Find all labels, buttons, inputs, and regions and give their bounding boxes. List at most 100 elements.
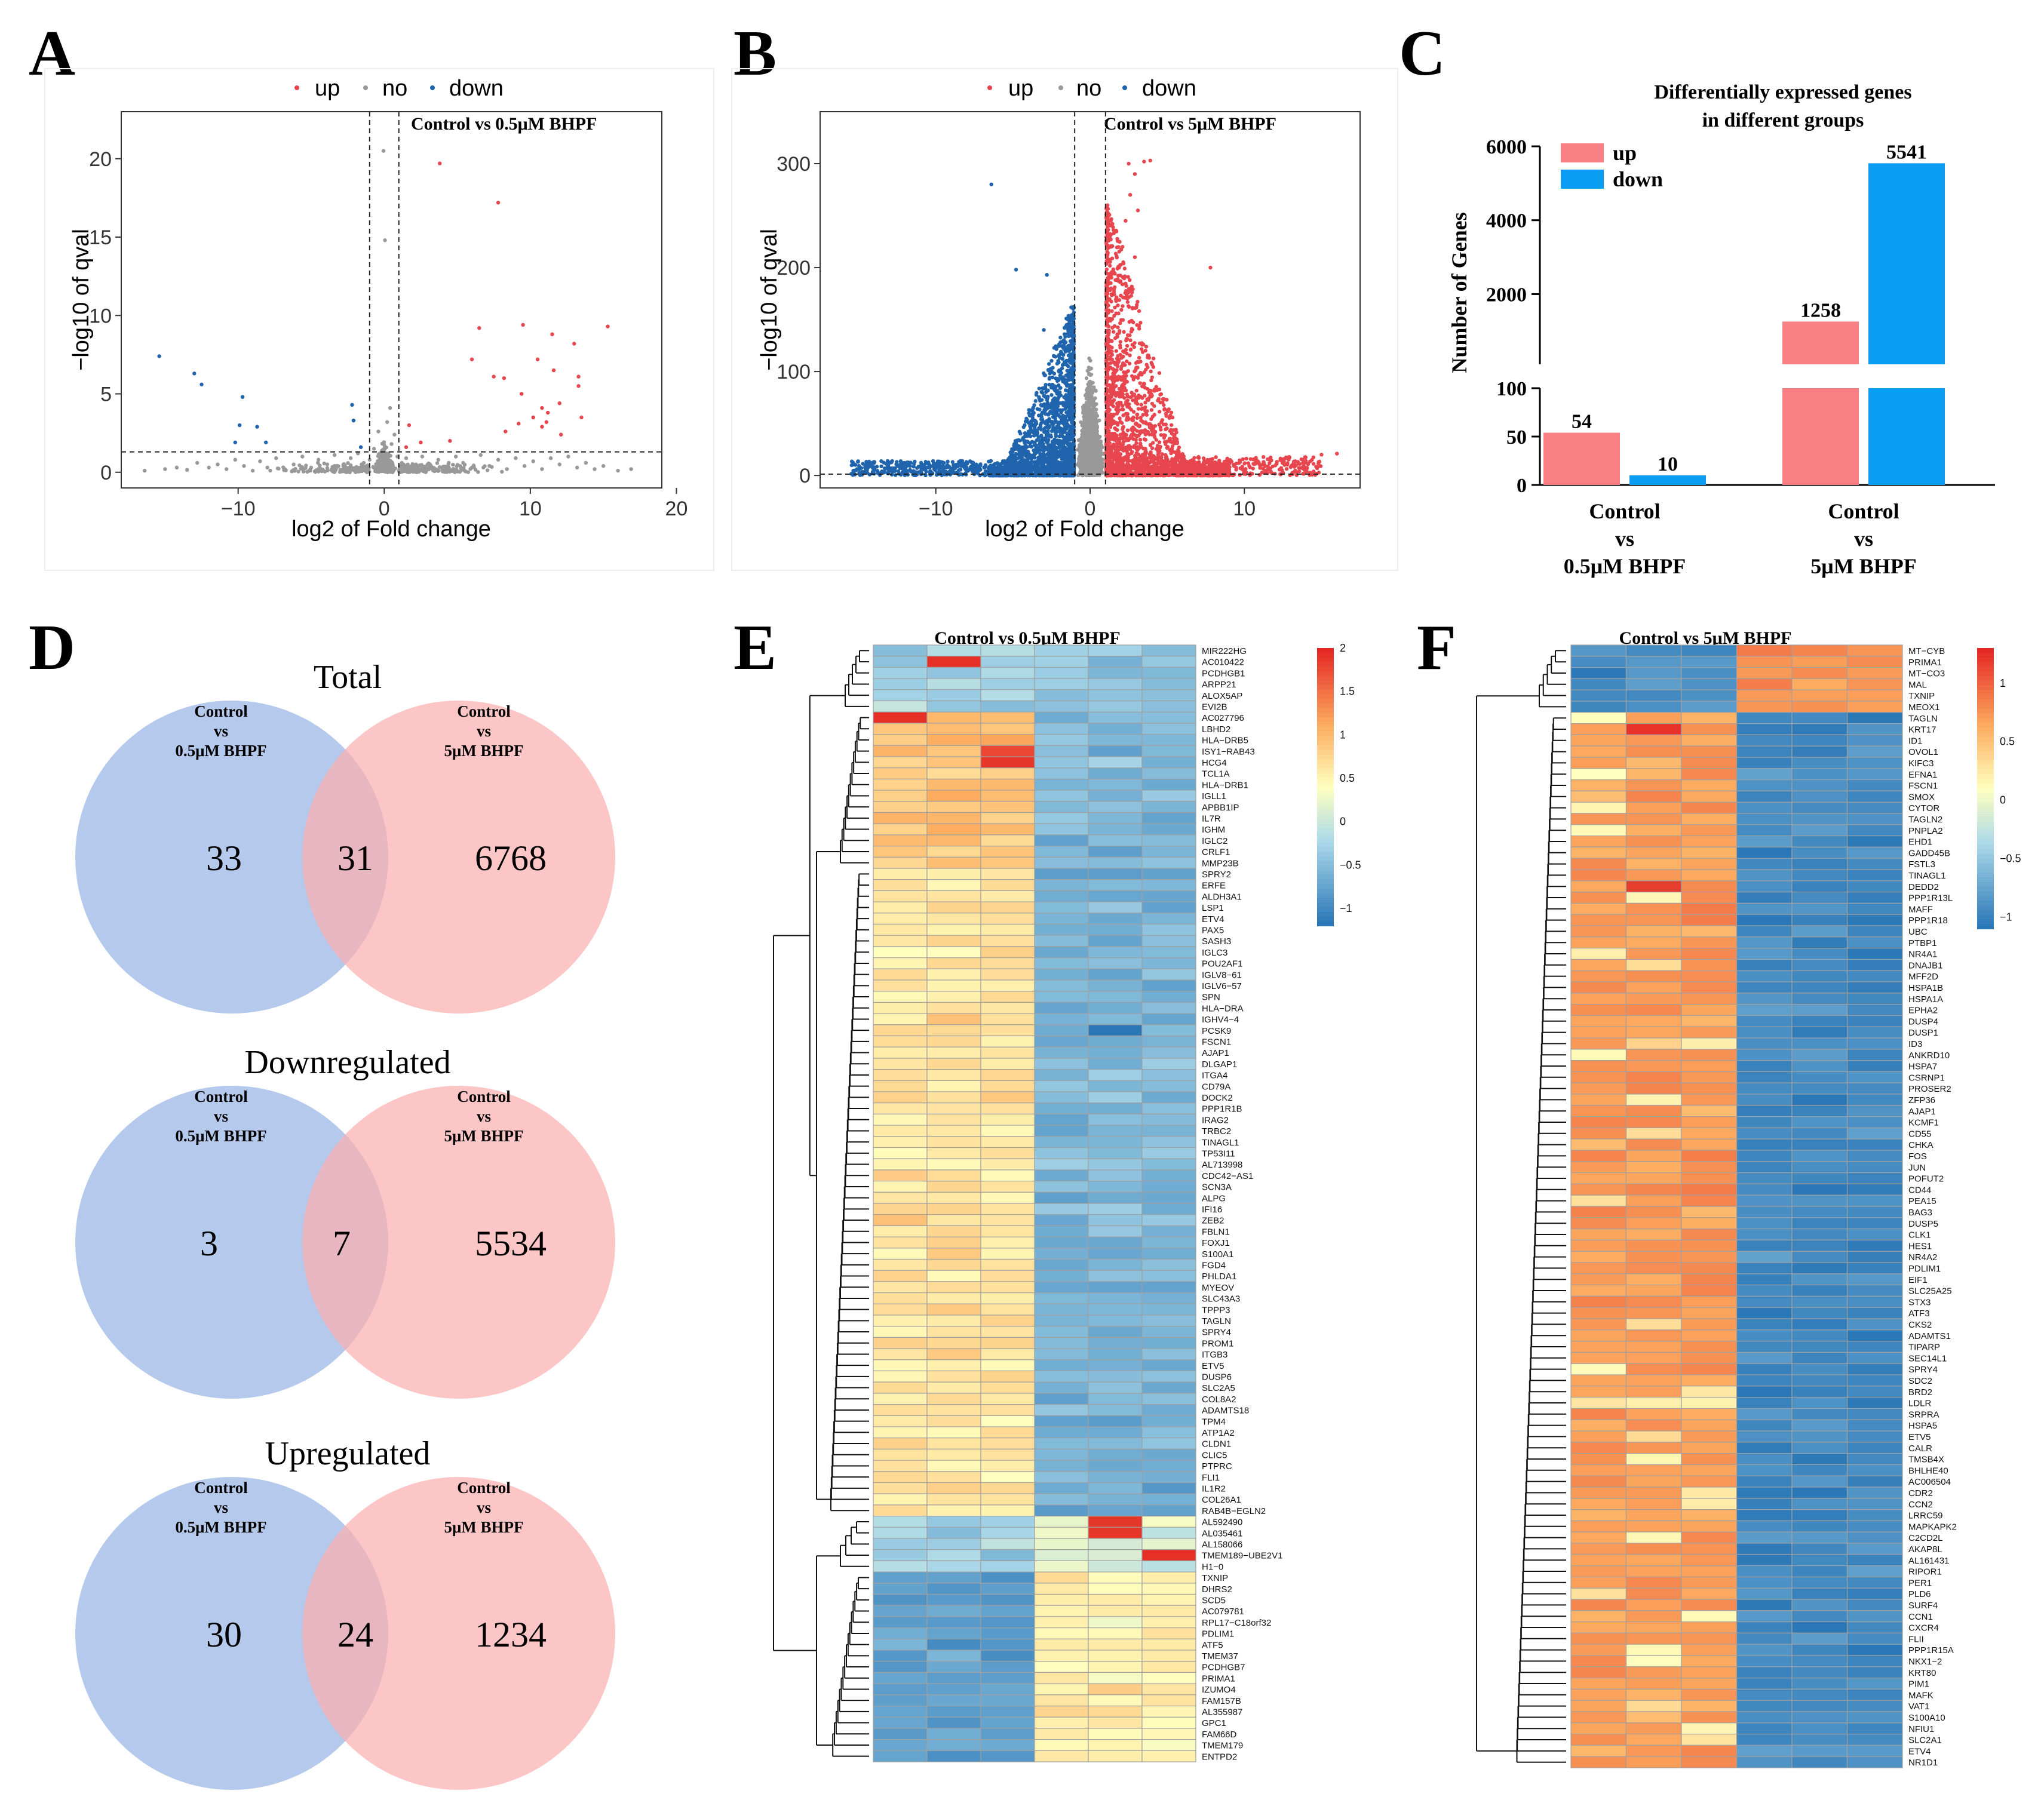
point-down xyxy=(351,418,356,423)
point-no xyxy=(463,469,467,473)
point-up xyxy=(1141,413,1145,417)
point-no xyxy=(575,465,579,470)
point-up xyxy=(1278,458,1282,462)
x-tick-label: 0 xyxy=(379,497,390,520)
point-up xyxy=(1152,413,1156,417)
volcano-plot-a: up no down Control vs 0.5μM BHPF −10 0 10 2… xyxy=(44,68,714,571)
plot-title-a: Control vs 0.5μM BHPF xyxy=(411,114,597,134)
point-up xyxy=(1232,463,1236,468)
point-up xyxy=(1105,367,1110,371)
point-up xyxy=(1159,392,1164,397)
point-up xyxy=(1156,447,1160,451)
point-no xyxy=(1088,401,1093,406)
point-no xyxy=(265,465,269,470)
legend-up-dot xyxy=(294,85,299,90)
volcano-plot-b: up no down Control vs 5μM BHPF −10 0 10 01… xyxy=(731,68,1398,571)
point-up xyxy=(557,401,561,406)
point-up xyxy=(1177,451,1181,456)
point-up xyxy=(579,415,584,420)
point-no xyxy=(455,464,459,469)
point-no xyxy=(1079,469,1084,474)
point-no xyxy=(427,462,432,466)
point-up xyxy=(1204,468,1208,472)
point-up xyxy=(1119,364,1124,368)
point-up xyxy=(1162,463,1167,467)
point-up xyxy=(1124,438,1128,443)
point-no xyxy=(372,447,376,451)
point-up xyxy=(1311,455,1316,459)
point-up xyxy=(1135,402,1140,406)
point-no xyxy=(1093,417,1097,422)
point-up xyxy=(1116,454,1121,459)
point-up xyxy=(1112,443,1116,447)
point-up xyxy=(1107,318,1111,323)
point-up xyxy=(1106,434,1110,438)
point-up xyxy=(1147,355,1152,360)
point-up xyxy=(1134,462,1138,466)
point-no xyxy=(404,456,409,460)
point-up xyxy=(1151,365,1156,369)
y-tick-label: 0 xyxy=(100,462,112,484)
point-up xyxy=(1192,462,1197,466)
point-up xyxy=(1131,437,1135,441)
point-no xyxy=(400,466,404,471)
point-no xyxy=(522,464,527,468)
x-tick-label: 0 xyxy=(1085,497,1096,520)
point-up xyxy=(1148,443,1153,447)
point-up xyxy=(1149,450,1153,454)
point-up xyxy=(1121,465,1125,469)
panel-a-frame xyxy=(44,68,714,571)
point-no xyxy=(382,444,387,449)
point-up xyxy=(1143,405,1147,410)
point-up xyxy=(1115,421,1120,425)
point-no xyxy=(1098,442,1103,447)
point-no xyxy=(400,460,404,465)
point-no xyxy=(1092,433,1096,437)
point-up xyxy=(1275,460,1279,464)
point-up xyxy=(1128,278,1132,282)
point-up xyxy=(1118,416,1122,420)
point-up xyxy=(1110,374,1114,379)
point-up xyxy=(1184,466,1189,471)
point-up xyxy=(407,423,412,428)
legend-b: up no down xyxy=(987,76,1196,101)
point-up xyxy=(477,326,481,330)
plot-area-a xyxy=(121,111,662,489)
point-up xyxy=(1118,274,1122,278)
point-up xyxy=(1136,360,1141,364)
point-up xyxy=(1122,266,1127,271)
point-up xyxy=(1164,411,1168,416)
point-up xyxy=(1157,440,1162,444)
point-no xyxy=(332,453,337,457)
point-up xyxy=(1128,353,1132,358)
point-up xyxy=(1254,459,1259,463)
point-up xyxy=(1287,454,1291,459)
point-up xyxy=(1125,411,1130,416)
point-up xyxy=(1116,303,1120,308)
point-up xyxy=(1164,427,1168,432)
point-no xyxy=(405,469,409,474)
point-up xyxy=(1162,435,1167,440)
point-up xyxy=(1122,370,1126,374)
point-up xyxy=(1125,359,1129,364)
point-no xyxy=(361,460,366,465)
point-up xyxy=(1134,388,1139,393)
point-up xyxy=(1128,338,1133,343)
point-up xyxy=(1107,328,1111,333)
point-no xyxy=(1091,429,1095,434)
point-up xyxy=(1225,457,1229,462)
point-up xyxy=(1174,430,1178,435)
point-no xyxy=(500,469,504,474)
y-tick-label: 200 xyxy=(777,257,811,280)
point-up xyxy=(1122,386,1127,390)
point-up xyxy=(1162,403,1166,407)
point-up xyxy=(1248,465,1252,469)
legend-up-label: up xyxy=(315,76,340,101)
point-up xyxy=(1121,425,1125,429)
point-no xyxy=(300,465,305,469)
point-up xyxy=(1146,398,1150,403)
point-up xyxy=(1117,298,1122,302)
point-no xyxy=(411,465,416,470)
